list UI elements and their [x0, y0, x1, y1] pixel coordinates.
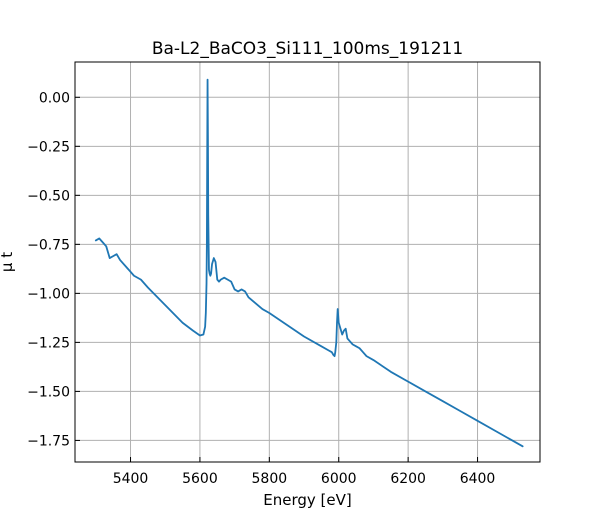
- y-tick-label: 0.00: [39, 90, 70, 106]
- y-tick-label: −1.00: [27, 286, 70, 302]
- x-tick-label: 6400: [460, 471, 496, 487]
- ticks: 5400 5600 5800 6000 6200 6400 0.00 −0.25 −0.50 −0…: [27, 90, 495, 487]
- x-tick-label: 6000: [321, 471, 357, 487]
- y-tick-label: −1.75: [27, 433, 70, 449]
- y-tick-label: −1.25: [27, 335, 70, 351]
- y-tick-label: −1.50: [27, 384, 70, 400]
- series-layer: [94, 78, 524, 448]
- grid: [75, 62, 540, 462]
- plot-frame: [74, 61, 541, 463]
- series-line: [94, 78, 524, 448]
- x-axis-label: Energy [eV]: [263, 491, 351, 509]
- chart-title: Ba-L2_BaCO3_Si111_100ms_191211: [152, 39, 463, 59]
- y-tick-label: −0.50: [27, 188, 70, 204]
- x-tick-label: 5600: [182, 471, 218, 487]
- x-tick-label: 5400: [113, 471, 149, 487]
- y-axis-label: μ t: [0, 252, 16, 272]
- y-tick-label: −0.25: [27, 139, 70, 155]
- y-tick-label: −0.75: [27, 237, 70, 253]
- x-tick-label: 6200: [390, 471, 426, 487]
- x-tick-label: 5800: [252, 471, 288, 487]
